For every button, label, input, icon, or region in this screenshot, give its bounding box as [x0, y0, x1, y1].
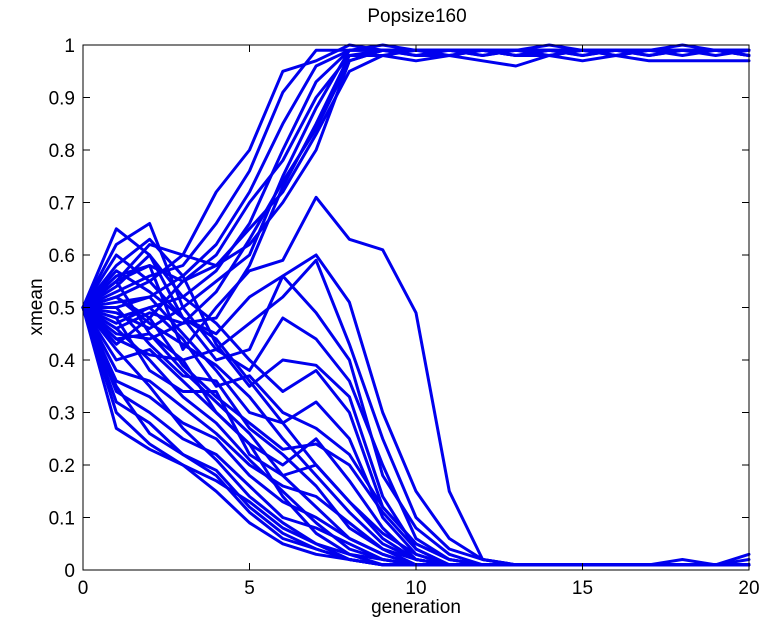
y-tick-label: 0.6	[49, 246, 75, 267]
x-tick-label: 15	[572, 578, 593, 599]
y-axis-title: xmean	[26, 278, 47, 335]
series-line-36	[81, 269, 751, 567]
y-tick-label: 0.9	[49, 89, 75, 110]
x-tick-label: 20	[738, 578, 759, 599]
x-tick-label: 0	[78, 578, 89, 599]
y-tick-label: 0.8	[49, 141, 75, 162]
x-tick-label: 5	[244, 578, 255, 599]
x-axis: 0 5 10 15 20	[78, 45, 760, 599]
y-tick-label: 1	[64, 36, 75, 57]
y-tick-label: 0	[64, 561, 75, 582]
y-tick-label: 0.4	[49, 351, 76, 372]
y-axis: 0 0.1 0.2 0.3 0.4 0.5 0.6 0.7 0.8 0.9 1	[49, 36, 749, 582]
y-tick-label: 0.7	[49, 194, 75, 215]
series-line-7	[81, 54, 751, 309]
x-tick-label: 10	[405, 578, 426, 599]
y-tick-label: 0.5	[49, 299, 75, 320]
x-axis-title: generation	[371, 597, 461, 618]
y-tick-label: 0.1	[49, 509, 75, 530]
y-tick-label: 0.3	[49, 404, 75, 425]
y-tick-label: 0.2	[49, 456, 75, 477]
chart-title: Popsize160	[367, 6, 466, 27]
